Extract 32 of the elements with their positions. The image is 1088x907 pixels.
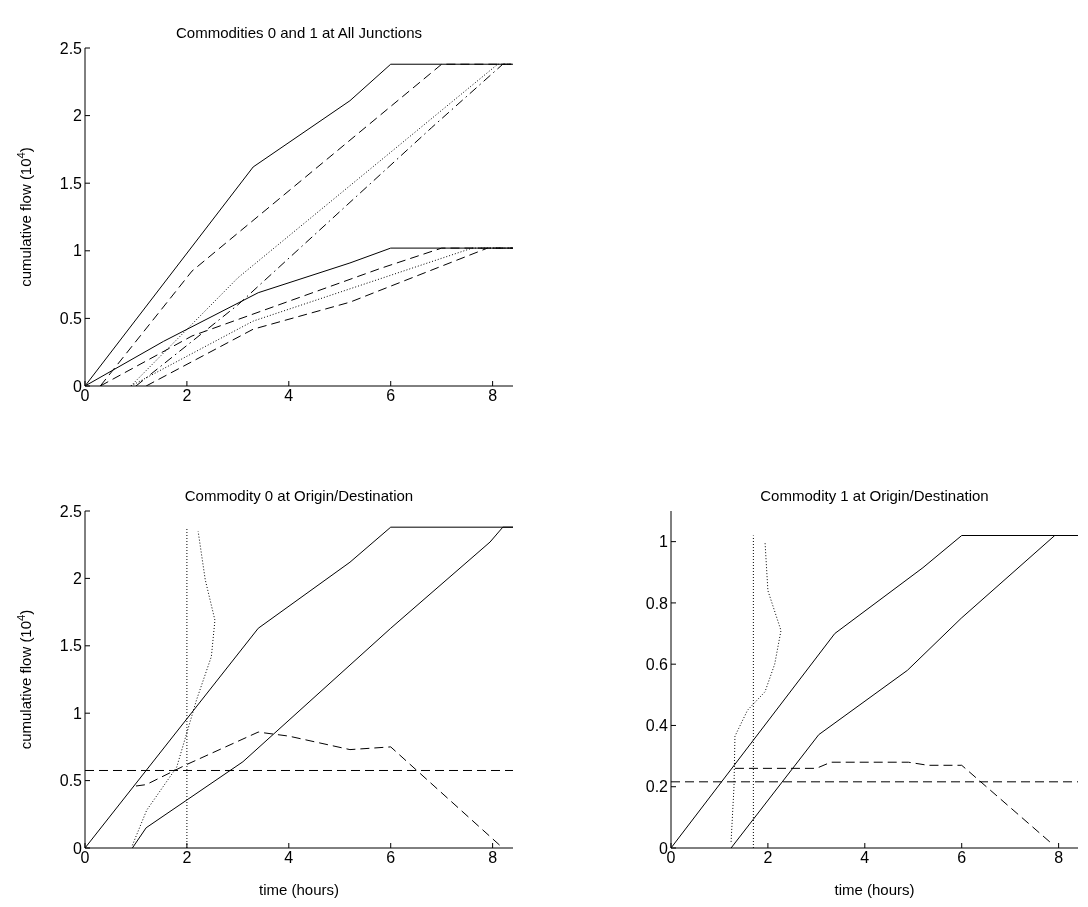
x-tick-label: 8 — [488, 849, 498, 867]
y-tick-label: 0.8 — [645, 594, 669, 612]
chart-title: Commodities 0 and 1 at All Junctions — [176, 24, 422, 41]
y-tick-label: 2.5 — [59, 502, 83, 520]
y-tick-label: 1 — [73, 704, 83, 722]
x-tick-label: 2 — [763, 849, 773, 867]
x-tick-label: 4 — [860, 849, 870, 867]
y-tick-label: 0.5 — [59, 310, 83, 328]
y-tick-label: 0.4 — [645, 717, 669, 735]
y-tick-label: 1 — [659, 533, 669, 551]
y-tick-label: 1 — [73, 242, 83, 260]
y-tick-label: 1.5 — [59, 174, 83, 192]
x-tick-label: 6 — [386, 849, 396, 867]
y-tick-label: 2.5 — [59, 39, 83, 57]
y-tick-label: 0.2 — [645, 778, 669, 796]
chart-title: Commodity 1 at Origin/Destination — [760, 487, 989, 504]
x-tick-label: 6 — [386, 387, 396, 405]
x-tick-label: 8 — [1054, 849, 1064, 867]
y-tick-label: 2 — [73, 570, 83, 588]
y-tick-label: 0.5 — [59, 772, 83, 790]
x-axis-title: time (hours) — [258, 881, 340, 898]
x-tick-label: 2 — [182, 387, 192, 405]
x-axis-title: time (hours) — [834, 881, 915, 898]
y-tick-label: 1.5 — [59, 637, 83, 655]
y-tick-label: 0.6 — [645, 655, 669, 673]
x-tick-label: 2 — [182, 849, 192, 867]
x-tick-label: 4 — [284, 387, 294, 405]
x-tick-label: 6 — [957, 849, 967, 867]
x-tick-label: 4 — [284, 849, 294, 867]
x-tick-label: 8 — [488, 387, 498, 405]
y-tick-label: 2 — [73, 107, 83, 125]
chart-title: Commodity 0 at Origin/Destination — [184, 487, 414, 504]
